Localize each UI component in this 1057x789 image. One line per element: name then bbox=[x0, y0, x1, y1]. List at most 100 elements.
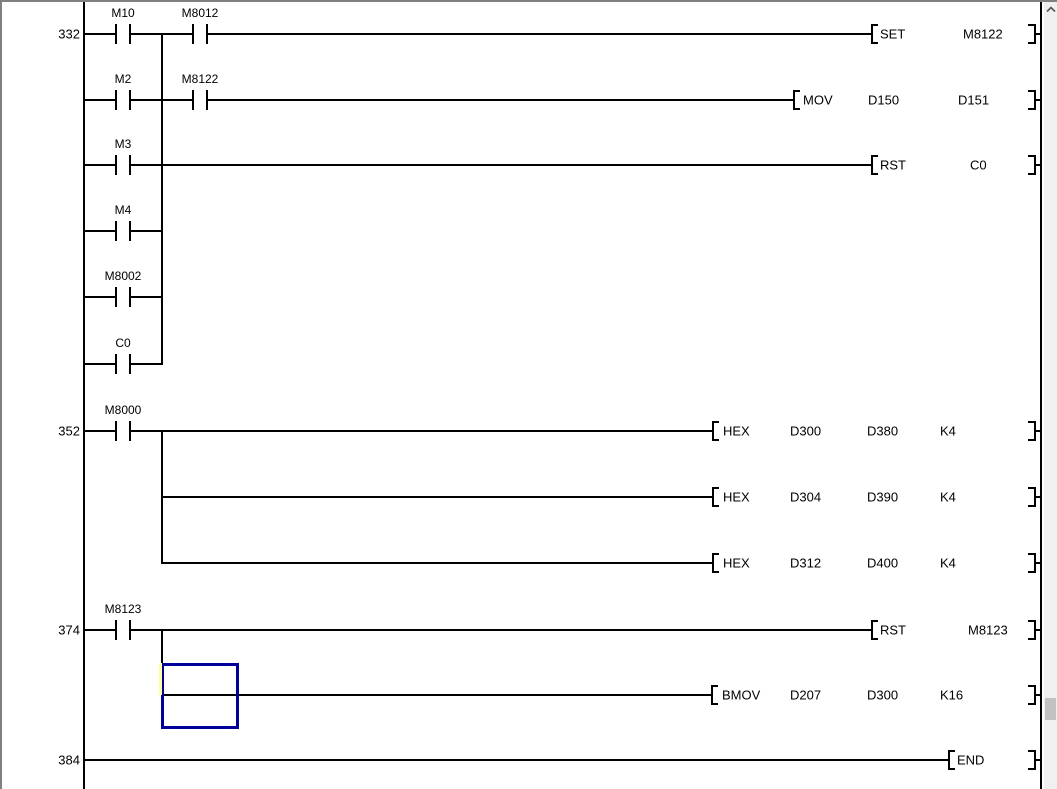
scrollbar-up-button[interactable] bbox=[1044, 2, 1057, 16]
operand-k4[interactable]: K4 bbox=[940, 423, 956, 439]
instruction-hex-open-bracket bbox=[712, 421, 719, 441]
contact-gap bbox=[194, 99, 206, 101]
rail-connector bbox=[1034, 496, 1041, 498]
instruction-hex[interactable]: HEX bbox=[723, 423, 750, 439]
contact-m8002-bar-right[interactable] bbox=[129, 287, 131, 307]
contact-m8123-bar-right[interactable] bbox=[129, 620, 131, 640]
instruction-rst-open-bracket bbox=[871, 155, 878, 175]
scrollbar-thumb[interactable] bbox=[1045, 698, 1056, 720]
operand-d151[interactable]: D151 bbox=[958, 92, 990, 108]
instruction-bmov[interactable]: BMOV bbox=[722, 687, 761, 703]
contact-m3-bar-left[interactable] bbox=[115, 155, 117, 175]
operand-m8122[interactable]: M8122 bbox=[963, 26, 1003, 42]
contact-gap bbox=[117, 99, 129, 101]
instruction-mov-close-bracket bbox=[1028, 90, 1036, 110]
device-label-m4: M4 bbox=[114, 203, 132, 217]
contact-gap bbox=[117, 363, 129, 365]
vertical-scrollbar[interactable] bbox=[1044, 0, 1057, 789]
device-label-m8123: M8123 bbox=[104, 602, 142, 616]
step-number: 374 bbox=[58, 622, 80, 638]
operand-k4[interactable]: K4 bbox=[940, 489, 956, 505]
contact-m2-bar-right[interactable] bbox=[129, 90, 131, 110]
instruction-hex-open-bracket bbox=[712, 487, 719, 507]
contact-m4-bar-right[interactable] bbox=[129, 221, 131, 241]
operand-d207[interactable]: D207 bbox=[790, 687, 822, 703]
instruction-rst[interactable]: RST bbox=[880, 622, 906, 638]
contact-m8012-bar-left[interactable] bbox=[192, 24, 194, 44]
instruction-rst-close-bracket bbox=[1028, 620, 1036, 640]
device-label-m8122: M8122 bbox=[181, 72, 219, 86]
rail-connector bbox=[1034, 629, 1041, 631]
contact-m4-bar-left[interactable] bbox=[115, 221, 117, 241]
contact-m8123-bar-left[interactable] bbox=[115, 620, 117, 640]
contact-m10-bar-right[interactable] bbox=[129, 24, 131, 44]
rail-connector bbox=[1034, 694, 1041, 696]
selection-cursor bbox=[161, 663, 239, 729]
contact-c0-bar-right[interactable] bbox=[129, 354, 131, 374]
contact-gap bbox=[117, 33, 129, 35]
contact-m8122-bar-right[interactable] bbox=[206, 90, 208, 110]
contact-c0-bar-left[interactable] bbox=[115, 354, 117, 374]
instruction-hex[interactable]: HEX bbox=[723, 489, 750, 505]
operand-d300[interactable]: D300 bbox=[790, 423, 822, 439]
instruction-rst[interactable]: RST bbox=[880, 157, 906, 173]
contact-m8012-bar-right[interactable] bbox=[206, 24, 208, 44]
instruction-hex-close-bracket bbox=[1028, 553, 1036, 573]
instruction-hex-close-bracket bbox=[1028, 487, 1036, 507]
contact-m3-bar-right[interactable] bbox=[129, 155, 131, 175]
contact-gap bbox=[117, 430, 129, 432]
instruction-rst-close-bracket bbox=[1028, 155, 1036, 175]
operand-k16[interactable]: K16 bbox=[940, 687, 964, 703]
rail-connector bbox=[1034, 99, 1041, 101]
operand-m8123[interactable]: M8123 bbox=[968, 622, 1008, 638]
contact-m10-bar-left[interactable] bbox=[115, 24, 117, 44]
branch-line bbox=[161, 430, 163, 564]
step-number: 332 bbox=[58, 26, 80, 42]
rung-line bbox=[83, 99, 794, 101]
operand-d300[interactable]: D300 bbox=[867, 687, 899, 703]
contact-gap bbox=[117, 296, 129, 298]
operand-d150[interactable]: D150 bbox=[868, 92, 900, 108]
rung-line bbox=[83, 430, 713, 432]
device-label-m2: M2 bbox=[114, 72, 132, 86]
operand-d400[interactable]: D400 bbox=[867, 555, 899, 571]
frame-border-top bbox=[0, 0, 1057, 2]
operand-d380[interactable]: D380 bbox=[867, 423, 899, 439]
operand-k4[interactable]: K4 bbox=[940, 555, 956, 571]
device-label-m3: M3 bbox=[114, 137, 132, 151]
instruction-hex-open-bracket bbox=[712, 553, 719, 573]
device-label-m8002: M8002 bbox=[104, 269, 142, 283]
contact-gap bbox=[117, 629, 129, 631]
rung-line bbox=[83, 759, 949, 761]
instruction-rst-open-bracket bbox=[871, 620, 878, 640]
instruction-set-close-bracket bbox=[1028, 24, 1036, 44]
operand-d304[interactable]: D304 bbox=[790, 489, 822, 505]
contact-m8000-bar-left[interactable] bbox=[115, 421, 117, 441]
device-label-m8000: M8000 bbox=[104, 403, 142, 417]
instruction-end-close-bracket bbox=[1028, 750, 1036, 770]
instruction-mov[interactable]: MOV bbox=[803, 92, 833, 108]
operand-d390[interactable]: D390 bbox=[867, 489, 899, 505]
contact-m8122-bar-left[interactable] bbox=[192, 90, 194, 110]
contact-m8000-bar-right[interactable] bbox=[129, 421, 131, 441]
instruction-hex[interactable]: HEX bbox=[723, 555, 750, 571]
frame-border-left bbox=[0, 0, 2, 789]
instruction-set-open-bracket bbox=[871, 24, 878, 44]
contact-m2-bar-left[interactable] bbox=[115, 90, 117, 110]
operand-d312[interactable]: D312 bbox=[790, 555, 822, 571]
rail-connector bbox=[1034, 759, 1041, 761]
device-label-c0: C0 bbox=[115, 336, 131, 350]
rail-connector bbox=[1034, 164, 1041, 166]
step-number: 384 bbox=[58, 752, 80, 768]
instruction-set[interactable]: SET bbox=[880, 26, 906, 42]
operand-c0[interactable]: C0 bbox=[970, 157, 987, 173]
right-power-rail bbox=[1040, 2, 1042, 789]
instruction-mov-open-bracket bbox=[793, 90, 800, 110]
contact-gap bbox=[117, 164, 129, 166]
contact-m8002-bar-left[interactable] bbox=[115, 287, 117, 307]
chevron-up-icon bbox=[1045, 5, 1056, 12]
device-label-m10: M10 bbox=[111, 6, 135, 20]
branch-line bbox=[161, 33, 163, 365]
instruction-end[interactable]: END bbox=[957, 752, 985, 768]
